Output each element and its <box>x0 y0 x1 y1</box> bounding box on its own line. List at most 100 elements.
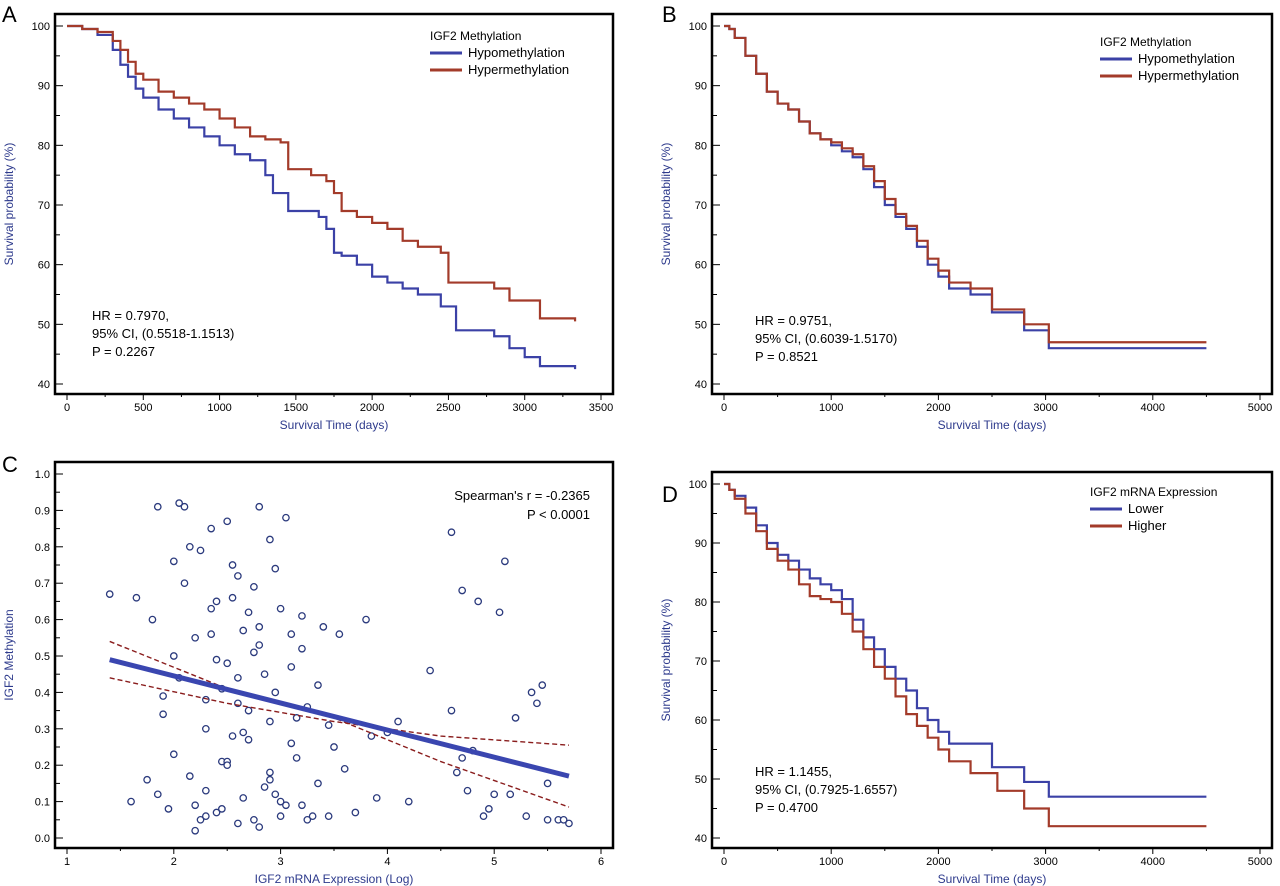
scatter-point <box>324 721 333 730</box>
scatter-point <box>185 772 194 780</box>
legend-entry: Higher <box>1128 518 1167 533</box>
scatter-point <box>239 626 248 635</box>
scatter-point <box>228 561 237 569</box>
scatter-point <box>175 499 183 507</box>
scatter-point <box>314 681 322 689</box>
scatter-point <box>458 586 467 595</box>
x-tick-label: 3000 <box>512 402 536 414</box>
scatter-point <box>522 812 531 821</box>
y-tick-label: 50 <box>695 319 707 331</box>
scatter-point <box>276 812 285 821</box>
y-tick-label: 100 <box>32 21 50 33</box>
scatter-point <box>351 808 360 817</box>
stat-line: P = 0.4700 <box>755 800 818 815</box>
panel-letter: C <box>2 452 18 477</box>
legend-entry: Hypomethylation <box>1138 51 1235 66</box>
y-tick-label: 0.0 <box>35 833 50 845</box>
km-curve-1 <box>724 482 1207 828</box>
scatter-point <box>266 535 274 544</box>
x-tick-label: 5 <box>491 856 497 868</box>
scatter-point <box>362 615 370 624</box>
scatter-point <box>239 728 248 737</box>
scatter-point <box>458 754 467 762</box>
scatter-point <box>495 608 504 617</box>
scatter-point <box>527 688 536 697</box>
x-tick-label: 4 <box>384 856 390 868</box>
scatter-point <box>533 699 541 708</box>
stat-line: P = 0.8521 <box>755 349 818 364</box>
scatter-point <box>292 754 301 762</box>
scatter-point <box>244 735 253 744</box>
scatter-point <box>196 546 205 555</box>
scatter-point <box>271 790 280 799</box>
y-axis-label: IGF2 Methylation <box>2 609 16 700</box>
y-tick-label: 90 <box>695 538 707 550</box>
x-tick-label: 5000 <box>1248 402 1272 414</box>
stat-line: HR = 0.7970, <box>92 308 169 323</box>
scatter-point <box>148 615 157 624</box>
scatter-point <box>271 688 280 697</box>
x-axis-label: IGF2 mRNA Expression (Log) <box>255 872 414 886</box>
scatter-point <box>287 630 296 639</box>
scatter-point <box>319 623 328 631</box>
scatter-point <box>298 801 306 810</box>
scatter-point <box>298 612 306 620</box>
scatter-point <box>282 513 290 522</box>
x-tick-label: 3500 <box>589 402 613 414</box>
regression-line <box>109 657 570 779</box>
scatter-point <box>463 786 472 795</box>
scatter-point <box>169 557 178 566</box>
x-axis-label: Survival Time (days) <box>938 418 1047 432</box>
scatter-point <box>335 630 344 639</box>
km-curve-0 <box>724 24 1207 350</box>
x-tick-label: 5000 <box>1248 856 1272 868</box>
scatter-point <box>223 659 232 668</box>
x-tick-label: 2 <box>171 856 177 868</box>
panel-letter: B <box>662 2 677 27</box>
scatter-point <box>201 786 210 795</box>
x-tick-label: 3000 <box>1033 402 1057 414</box>
panel-letter: D <box>662 482 678 507</box>
scatter-point <box>511 714 520 722</box>
legend-entry: Lower <box>1128 501 1164 516</box>
scatter-point <box>169 750 178 759</box>
scatter-point <box>180 502 189 511</box>
x-tick-label: 0 <box>721 856 727 868</box>
scatter-point <box>185 542 194 551</box>
x-tick-label: 0 <box>721 402 727 414</box>
scatter-point <box>474 597 483 606</box>
panel-c: C 0.0 0.1 0.2 0.3 0.4 0.5 0.6 0.7 0.8 0.9 1.0 1 2 3 4 5 6… <box>2 452 615 886</box>
scatter-point <box>228 593 237 602</box>
scatter-point <box>276 797 285 806</box>
stat-line: 95% CI, (0.6039-1.5170) <box>755 331 897 346</box>
stat-line: HR = 0.9751, <box>755 313 832 328</box>
scatter-point <box>159 710 167 719</box>
x-tick-label: 1000 <box>819 856 843 868</box>
scatter-point <box>164 805 173 813</box>
x-tick-label: 0 <box>64 402 70 414</box>
stat-line: P < 0.0001 <box>527 507 590 522</box>
scatter-point <box>276 604 285 613</box>
scatter-point <box>191 826 200 835</box>
x-tick-label: 1 <box>64 856 70 868</box>
scatter-point <box>330 743 338 751</box>
y-tick-label: 70 <box>695 656 707 668</box>
scatter-point <box>271 564 280 573</box>
scatter-point <box>298 644 306 653</box>
scatter-point <box>308 812 317 821</box>
y-tick-label: 40 <box>38 379 50 391</box>
scatter-point <box>506 790 515 799</box>
scatter-point <box>153 502 162 511</box>
scatter-point <box>292 714 301 722</box>
stat-line: HR = 1.1455, <box>755 764 832 779</box>
scatter-point <box>543 779 552 788</box>
legend-entry: Hypomethylation <box>468 45 565 60</box>
y-tick-label: 70 <box>38 200 50 212</box>
y-tick-label: 0.4 <box>35 687 50 699</box>
y-tick-label: 0.9 <box>35 505 50 517</box>
scatter-point <box>212 597 221 606</box>
scatter-point <box>404 797 413 806</box>
scatter-point <box>143 775 151 784</box>
y-tick-label: 40 <box>695 379 707 391</box>
